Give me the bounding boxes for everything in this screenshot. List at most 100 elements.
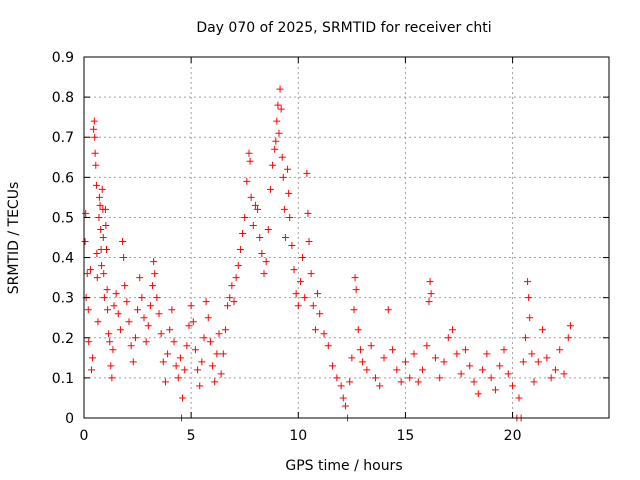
data-point [401, 358, 409, 366]
x-tick-label: 20 [504, 428, 522, 444]
data-point [98, 185, 106, 193]
data-point [258, 250, 266, 258]
data-point [98, 262, 106, 270]
data-point [276, 85, 284, 93]
data-point [217, 370, 225, 378]
data-point [551, 366, 559, 374]
data-points [81, 85, 574, 422]
data-point [262, 258, 270, 266]
data-point [346, 378, 354, 386]
data-point [161, 378, 169, 386]
data-point [90, 125, 98, 133]
data-point [406, 374, 414, 382]
data-point [170, 338, 178, 346]
data-point [112, 290, 120, 298]
data-point [103, 246, 110, 254]
data-point [142, 338, 150, 346]
data-point [176, 354, 184, 362]
data-point [352, 286, 360, 294]
data-point [348, 354, 356, 362]
data-point [198, 358, 206, 366]
data-point [236, 246, 244, 254]
data-point [123, 298, 131, 306]
data-point [206, 338, 214, 346]
data-point [359, 358, 367, 366]
data-point [363, 366, 371, 374]
data-point [168, 306, 176, 314]
data-point [491, 386, 499, 394]
data-point [91, 133, 99, 141]
data-point [389, 346, 397, 354]
y-axis-label: SRMTID / TECUs [6, 182, 22, 295]
data-point [120, 254, 128, 262]
data-point [93, 274, 101, 282]
data-point [521, 334, 529, 342]
data-point [266, 185, 274, 193]
plot-frame [83, 56, 610, 419]
data-point [138, 294, 146, 302]
data-point [232, 274, 240, 282]
data-point [191, 346, 199, 354]
data-point [414, 378, 422, 386]
data-point [103, 286, 111, 294]
data-point [174, 374, 182, 382]
data-point [288, 242, 296, 250]
data-point [474, 390, 482, 398]
data-point [96, 201, 104, 209]
data-point [99, 234, 107, 241]
data-point [309, 302, 317, 310]
data-point [271, 145, 279, 153]
data-point [95, 213, 103, 221]
data-point [140, 314, 148, 322]
data-point [254, 205, 262, 213]
data-point [299, 254, 307, 262]
y-tick-label: 0.7 [52, 130, 74, 146]
data-point [354, 326, 362, 334]
y-tick-label: 0.4 [52, 251, 74, 267]
data-point [528, 350, 536, 358]
grid [84, 57, 609, 418]
data-point [376, 382, 384, 390]
data-point [453, 350, 461, 358]
data-point [333, 374, 341, 382]
data-point [105, 330, 113, 338]
data-point [269, 161, 277, 169]
data-point [278, 153, 286, 161]
data-point [219, 350, 227, 358]
data-point [496, 362, 504, 370]
data-point [110, 302, 118, 310]
data-point [95, 193, 103, 201]
data-point [172, 362, 180, 370]
data-point [410, 350, 418, 358]
data-point [341, 402, 349, 410]
x-tick-label: 15 [397, 428, 415, 444]
data-point [534, 358, 542, 366]
data-point [104, 306, 112, 314]
data-point [384, 306, 392, 314]
y-tick-label: 0.2 [52, 331, 74, 347]
data-point [91, 149, 99, 157]
data-point [479, 366, 487, 374]
data-point [547, 374, 555, 382]
data-point [286, 213, 294, 221]
data-point [187, 302, 195, 310]
data-point [281, 234, 289, 241]
data-point [525, 294, 533, 302]
data-point [245, 149, 253, 157]
data-point [234, 262, 242, 270]
data-point [224, 302, 232, 310]
data-point [380, 354, 388, 362]
data-point [146, 302, 154, 310]
y-tick-label: 0.5 [52, 210, 74, 226]
data-point [183, 342, 191, 350]
data-point [221, 326, 229, 334]
data-point [419, 366, 427, 374]
data-point [356, 346, 364, 354]
data-point [324, 342, 332, 350]
data-point [425, 298, 433, 306]
data-point [243, 177, 251, 185]
data-point [211, 378, 219, 386]
data-point [440, 358, 448, 366]
data-point [449, 326, 457, 334]
data-point [316, 310, 324, 318]
